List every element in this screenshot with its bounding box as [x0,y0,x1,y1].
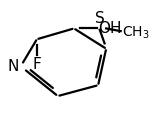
Text: CH$_3$: CH$_3$ [122,24,150,41]
Text: S: S [95,11,105,26]
Text: N: N [8,59,19,74]
Text: F: F [32,57,41,72]
Text: OH: OH [98,21,122,36]
